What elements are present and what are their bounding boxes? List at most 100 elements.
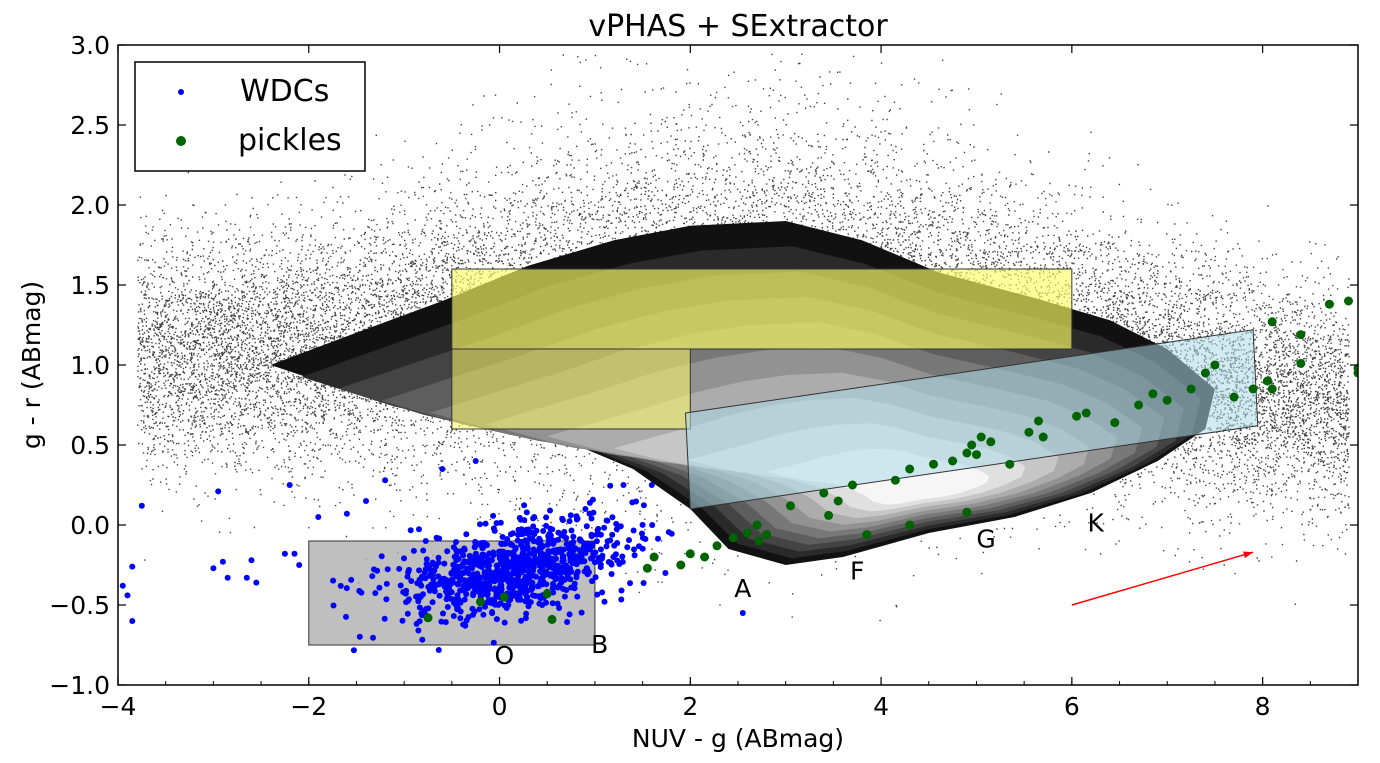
wdc-point xyxy=(219,558,226,565)
wdc-point xyxy=(490,512,497,519)
wdc-point xyxy=(588,533,595,540)
pickles-point xyxy=(1267,317,1277,327)
wdc-point xyxy=(515,596,522,603)
wdc-point xyxy=(442,619,449,626)
wdc-point xyxy=(491,585,498,592)
wdc-point xyxy=(453,539,459,545)
pickles-point xyxy=(754,536,764,546)
wdc-point xyxy=(605,559,612,565)
y-tick-label: 1.0 xyxy=(70,351,110,380)
wdc-point xyxy=(739,610,746,616)
wdc-point xyxy=(507,550,514,557)
pickles-point xyxy=(685,549,695,559)
wdc-point xyxy=(557,570,564,577)
pickles-point xyxy=(1162,395,1172,405)
pickles-point xyxy=(833,496,843,506)
wdc-point xyxy=(504,536,511,543)
wdc-point xyxy=(565,545,572,552)
wdc-point xyxy=(588,542,595,549)
wdc-point xyxy=(410,547,417,554)
wdc-point xyxy=(369,573,376,580)
wdc-point xyxy=(514,560,521,567)
wdc-point xyxy=(487,599,494,606)
wdc-point xyxy=(515,531,522,538)
pickles-point xyxy=(700,552,710,562)
wdc-point xyxy=(597,546,604,553)
wdc-point xyxy=(429,599,436,606)
pickles-point xyxy=(819,488,829,498)
pickles-point xyxy=(1148,389,1158,399)
pickles-point xyxy=(547,614,557,624)
wdc-point xyxy=(479,539,486,546)
wdc-point xyxy=(383,596,390,603)
wdc-point xyxy=(382,477,389,484)
wdc-point xyxy=(505,602,512,608)
wdc-point xyxy=(490,552,497,559)
wdc-point xyxy=(540,528,547,534)
wdc-point xyxy=(568,527,575,534)
wdc-point xyxy=(435,559,442,566)
wdc-point xyxy=(530,515,537,522)
wdc-point xyxy=(523,509,530,516)
wdc-point xyxy=(429,560,435,567)
wdc-points xyxy=(119,458,746,654)
pickles-point xyxy=(1081,408,1091,418)
wdc-point xyxy=(397,582,404,589)
legend: WDCs pickles xyxy=(134,61,366,172)
wdc-point xyxy=(566,518,573,525)
wdc-point xyxy=(416,576,423,583)
region-lightblue-band xyxy=(684,329,1259,510)
wdc-point xyxy=(558,546,565,553)
wdc-point xyxy=(454,548,461,555)
wdc-point xyxy=(224,574,231,581)
wdc-point xyxy=(415,595,422,602)
wdc-point xyxy=(550,589,557,596)
wdc-point xyxy=(129,563,136,570)
wdc-point xyxy=(523,610,530,617)
pickles-point xyxy=(1186,384,1196,394)
wdc-point xyxy=(498,540,505,547)
wdc-point xyxy=(648,482,655,488)
wdc-point xyxy=(422,538,429,544)
pickles-point xyxy=(642,563,652,573)
wdc-point xyxy=(571,580,578,587)
wdc-point xyxy=(330,602,337,609)
wdc-point xyxy=(539,568,546,575)
class-label-k: K xyxy=(1087,508,1104,537)
wdc-point xyxy=(573,571,580,578)
class-label-o: O xyxy=(494,641,514,670)
wdc-point xyxy=(384,566,391,573)
wdc-point xyxy=(561,593,568,600)
region-yellow-upper xyxy=(451,268,1073,350)
wdc-point xyxy=(531,531,538,538)
wdc-point xyxy=(485,559,491,566)
wdc-point xyxy=(486,575,493,582)
x-tick-label: 4 xyxy=(873,692,889,721)
pickles-point xyxy=(948,456,958,466)
wdc-point xyxy=(401,555,407,562)
wdc-point xyxy=(590,553,597,560)
wdc-point xyxy=(559,515,566,522)
wdc-point xyxy=(491,527,498,534)
pickles-point xyxy=(499,592,509,602)
wdc-point xyxy=(449,579,456,586)
wdc-point xyxy=(476,555,483,561)
wdc-point xyxy=(555,536,562,543)
wdc-point xyxy=(418,582,425,589)
pickles-point xyxy=(962,507,972,517)
wdc-point xyxy=(497,553,504,559)
wdc-point xyxy=(665,529,672,536)
wdc-point xyxy=(601,524,608,531)
wdc-point xyxy=(522,559,529,565)
wdc-point xyxy=(507,559,514,566)
wdc-point xyxy=(655,535,661,542)
wdc-point xyxy=(343,585,350,592)
wdc-point xyxy=(560,576,567,583)
wdc-point xyxy=(524,578,531,585)
pickles-point xyxy=(905,520,915,530)
wdc-point xyxy=(525,526,532,533)
wdc-point xyxy=(499,534,506,540)
wdc-point xyxy=(470,592,477,599)
wdc-point xyxy=(493,616,500,623)
pickles-point xyxy=(1200,368,1210,378)
